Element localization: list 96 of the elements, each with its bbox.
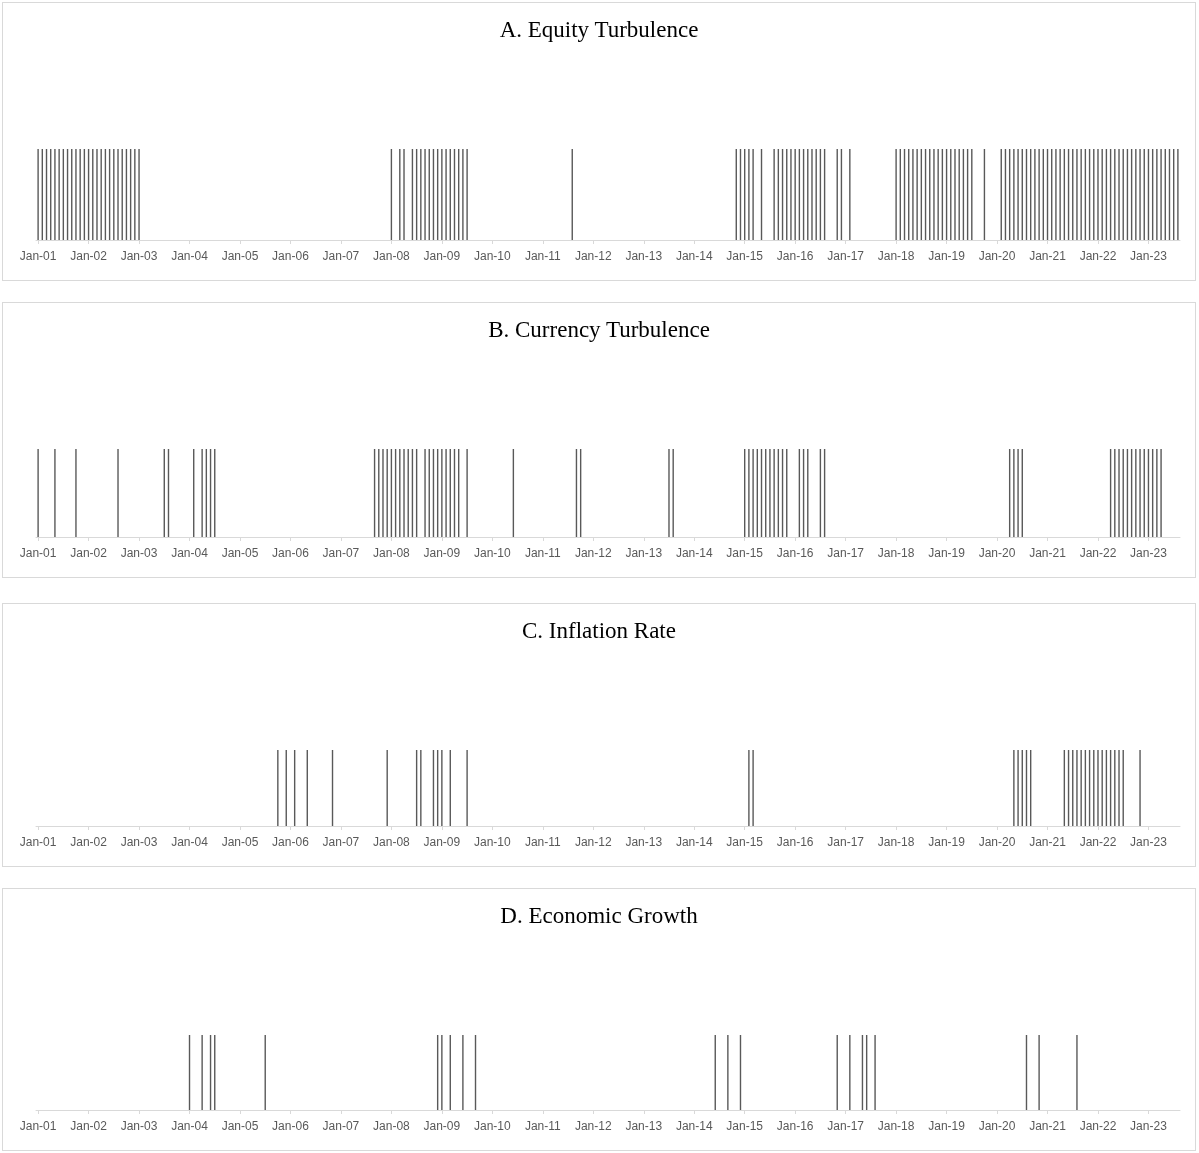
x-tick-label: Jan-16 <box>776 249 814 263</box>
x-tick-label: Jan-16 <box>776 546 814 560</box>
x-tick-label: Jan-09 <box>423 1119 461 1133</box>
x-tick-label: Jan-05 <box>221 546 259 560</box>
x-tick-label: Jan-17 <box>827 835 865 849</box>
x-tick-label: Jan-06 <box>272 1119 310 1133</box>
x-tick-label: Jan-09 <box>423 546 461 560</box>
x-tick-label: Jan-20 <box>978 835 1016 849</box>
x-tick-label: Jan-20 <box>978 546 1016 560</box>
x-tick-label: Jan-23 <box>1130 835 1168 849</box>
x-tick-label: Jan-12 <box>574 249 612 263</box>
x-tick-label: Jan-06 <box>272 249 310 263</box>
x-tick-label: Jan-01 <box>19 1119 57 1133</box>
x-tick-label: Jan-03 <box>120 249 158 263</box>
x-tick-label: Jan-11 <box>524 835 562 849</box>
x-tick-label: Jan-19 <box>928 249 966 263</box>
x-tick-label: Jan-17 <box>827 546 865 560</box>
x-tick-label: Jan-11 <box>524 546 562 560</box>
x-tick-label: Jan-05 <box>221 249 259 263</box>
x-tick-label: Jan-09 <box>423 249 461 263</box>
x-tick-label: Jan-03 <box>120 546 158 560</box>
x-tick-label: Jan-08 <box>373 835 411 849</box>
x-tick-label: Jan-09 <box>423 835 461 849</box>
x-tick-label: Jan-15 <box>726 546 764 560</box>
x-tick-label: Jan-17 <box>827 1119 865 1133</box>
x-tick-label: Jan-18 <box>877 249 915 263</box>
x-tick-label: Jan-12 <box>574 835 612 849</box>
x-tick-label: Jan-10 <box>473 1119 511 1133</box>
chart-title: B. Currency Turbulence <box>488 317 710 342</box>
x-tick-label: Jan-18 <box>877 1119 915 1133</box>
x-tick-label: Jan-07 <box>322 1119 360 1133</box>
x-tick-label: Jan-06 <box>272 546 310 560</box>
x-tick-label: Jan-11 <box>524 1119 562 1133</box>
x-tick-label: Jan-15 <box>726 1119 764 1133</box>
x-tick-label: Jan-04 <box>171 1119 209 1133</box>
x-tick-label: Jan-21 <box>1029 835 1067 849</box>
x-tick-label: Jan-04 <box>171 249 209 263</box>
x-tick-label: Jan-08 <box>373 1119 411 1133</box>
x-tick-label: Jan-01 <box>19 249 57 263</box>
x-tick-label: Jan-16 <box>776 835 814 849</box>
chart-title: C. Inflation Rate <box>522 618 676 643</box>
x-tick-label: Jan-03 <box>120 1119 158 1133</box>
x-tick-label: Jan-04 <box>171 835 209 849</box>
x-tick-label: Jan-14 <box>675 249 713 263</box>
x-tick-label: Jan-17 <box>827 249 865 263</box>
x-tick-label: Jan-21 <box>1029 249 1067 263</box>
x-tick-label: Jan-19 <box>928 546 966 560</box>
x-tick-label: Jan-07 <box>322 249 360 263</box>
x-tick-label: Jan-13 <box>625 249 663 263</box>
x-tick-label: Jan-02 <box>70 249 108 263</box>
x-tick-label: Jan-05 <box>221 835 259 849</box>
x-tick-label: Jan-14 <box>675 1119 713 1133</box>
x-tick-label: Jan-23 <box>1130 1119 1168 1133</box>
x-tick-label: Jan-15 <box>726 835 764 849</box>
chart-title: D. Economic Growth <box>500 903 699 928</box>
x-tick-label: Jan-11 <box>524 249 562 263</box>
x-tick-label: Jan-01 <box>19 835 57 849</box>
x-tick-label: Jan-18 <box>877 835 915 849</box>
x-tick-label: Jan-04 <box>171 546 209 560</box>
x-tick-label: Jan-01 <box>19 546 57 560</box>
x-tick-label: Jan-15 <box>726 249 764 263</box>
x-tick-label: Jan-07 <box>322 546 360 560</box>
x-tick-label: Jan-14 <box>675 835 713 849</box>
x-tick-label: Jan-22 <box>1079 835 1117 849</box>
x-tick-label: Jan-18 <box>877 546 915 560</box>
x-tick-label: Jan-14 <box>675 546 713 560</box>
x-tick-label: Jan-22 <box>1079 546 1117 560</box>
x-tick-label: Jan-12 <box>574 1119 612 1133</box>
x-tick-label: Jan-19 <box>928 1119 966 1133</box>
chart-title: A. Equity Turbulence <box>499 17 699 42</box>
x-tick-label: Jan-08 <box>373 249 411 263</box>
x-tick-label: Jan-10 <box>473 546 511 560</box>
x-tick-label: Jan-22 <box>1079 249 1117 263</box>
x-tick-label: Jan-06 <box>272 835 310 849</box>
x-tick-label: Jan-10 <box>473 835 511 849</box>
x-tick-label: Jan-13 <box>625 546 663 560</box>
x-tick-label: Jan-22 <box>1079 1119 1117 1133</box>
x-tick-label: Jan-21 <box>1029 546 1067 560</box>
x-tick-label: Jan-12 <box>574 546 612 560</box>
x-tick-label: Jan-23 <box>1130 249 1168 263</box>
x-tick-label: Jan-19 <box>928 835 966 849</box>
x-tick-label: Jan-21 <box>1029 1119 1067 1133</box>
x-tick-label: Jan-13 <box>625 835 663 849</box>
x-tick-label: Jan-07 <box>322 835 360 849</box>
x-tick-label: Jan-13 <box>625 1119 663 1133</box>
x-tick-label: Jan-20 <box>978 1119 1016 1133</box>
x-tick-label: Jan-10 <box>473 249 511 263</box>
x-tick-label: Jan-05 <box>221 1119 259 1133</box>
x-tick-label: Jan-20 <box>978 249 1016 263</box>
x-tick-label: Jan-03 <box>120 835 158 849</box>
x-tick-label: Jan-02 <box>70 835 108 849</box>
x-tick-label: Jan-23 <box>1130 546 1168 560</box>
x-tick-label: Jan-08 <box>373 546 411 560</box>
x-tick-label: Jan-02 <box>70 1119 108 1133</box>
x-tick-label: Jan-16 <box>776 1119 814 1133</box>
x-tick-label: Jan-02 <box>70 546 108 560</box>
